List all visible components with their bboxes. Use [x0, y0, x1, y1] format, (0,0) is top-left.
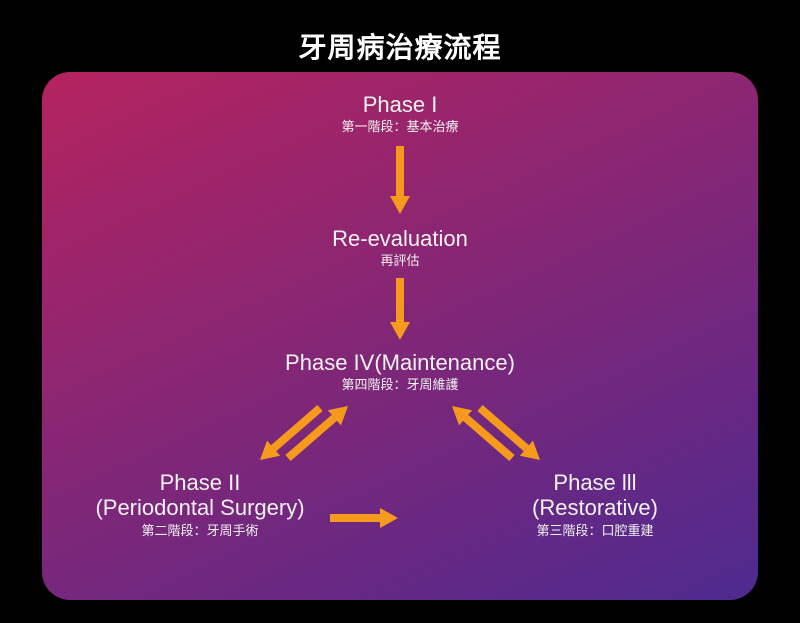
node-phase2-label-en: Phase II [95, 470, 304, 495]
node-reeval-label-en: Re-evaluation [332, 226, 468, 251]
node-reeval-label-zh: 再評估 [332, 253, 468, 270]
node-phase2-label-en: (Periodontal Surgery) [95, 495, 304, 520]
node-phase4-label-zh: 第四階段：牙周維護 [285, 377, 515, 394]
node-phase3-label-en: (Restorative) [532, 495, 658, 520]
node-phase1: Phase I 第一階段：基本治療 [341, 92, 458, 136]
page-title: 牙周病治療流程 [0, 26, 800, 66]
node-phase2-label-zh: 第二階段：牙周手術 [95, 523, 304, 540]
node-phase3-label-en: Phase lll [532, 470, 658, 495]
node-phase1-label-en: Phase I [341, 92, 458, 117]
node-phase2: Phase II(Periodontal Surgery) 第二階段：牙周手術 [95, 470, 304, 539]
node-reeval: Re-evaluation 再評估 [332, 226, 468, 270]
node-phase3-label-zh: 第三階段：口腔重建 [532, 523, 658, 540]
node-phase1-label-zh: 第一階段：基本治療 [341, 119, 458, 136]
node-phase4-label-en: Phase IV(Maintenance) [285, 350, 515, 375]
node-phase4: Phase IV(Maintenance) 第四階段：牙周維護 [285, 350, 515, 394]
node-phase3: Phase lll(Restorative) 第三階段：口腔重建 [532, 470, 658, 539]
